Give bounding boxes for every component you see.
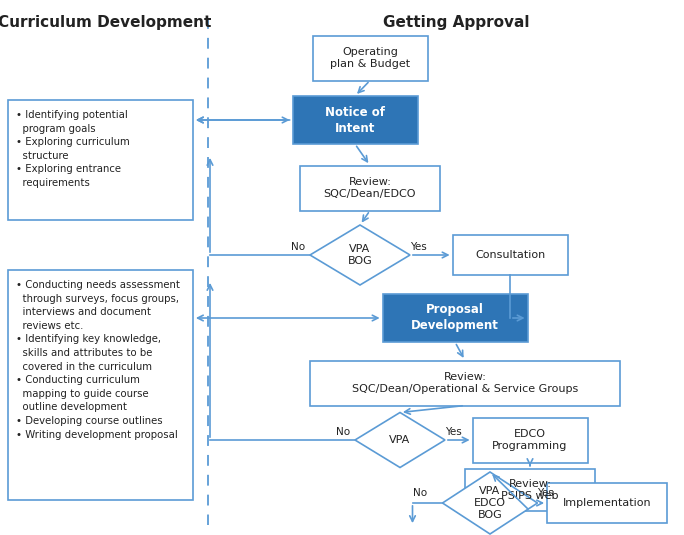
Text: • Conducting needs assessment
  through surveys, focus groups,
  interviews and : • Conducting needs assessment through su… xyxy=(16,280,180,440)
Bar xyxy=(8,270,193,500)
Bar xyxy=(382,294,527,342)
Bar xyxy=(547,483,667,523)
Polygon shape xyxy=(310,225,410,285)
Text: No: No xyxy=(336,427,350,437)
Polygon shape xyxy=(355,412,445,468)
Bar xyxy=(473,417,588,462)
Text: Implementation: Implementation xyxy=(563,498,651,508)
Text: Getting Approval: Getting Approval xyxy=(383,14,529,29)
Bar xyxy=(313,35,428,80)
Bar xyxy=(310,361,620,406)
Text: No: No xyxy=(413,488,428,498)
Text: VPA: VPA xyxy=(389,435,410,445)
Text: No: No xyxy=(291,242,305,252)
Text: Curriculum Development: Curriculum Development xyxy=(0,14,211,29)
Bar xyxy=(300,165,440,210)
Text: Consultation: Consultation xyxy=(475,250,545,260)
Text: Yes: Yes xyxy=(537,488,554,498)
Bar xyxy=(293,96,417,144)
Text: VPA
EDCO
BOG: VPA EDCO BOG xyxy=(474,486,506,521)
Text: Review:
SQC/Dean/EDCO: Review: SQC/Dean/EDCO xyxy=(324,177,417,199)
Text: Review:
SQC/Dean/Operational & Service Groups: Review: SQC/Dean/Operational & Service G… xyxy=(352,372,578,394)
Text: Review:
PSIPS web: Review: PSIPS web xyxy=(501,479,559,501)
Polygon shape xyxy=(443,472,538,534)
Text: Notice of
Intent: Notice of Intent xyxy=(325,105,385,134)
Text: Yes: Yes xyxy=(445,427,462,437)
Text: Proposal
Development: Proposal Development xyxy=(411,303,499,332)
Text: Operating
plan & Budget: Operating plan & Budget xyxy=(330,47,410,69)
Text: EDCO
Programming: EDCO Programming xyxy=(492,429,568,451)
Bar xyxy=(465,469,595,511)
Bar xyxy=(8,100,193,220)
Bar xyxy=(453,235,568,275)
Text: VPA
BOG: VPA BOG xyxy=(347,244,372,266)
Text: Yes: Yes xyxy=(410,242,426,252)
Text: • Identifying potential
  program goals
• Exploring curriculum
  structure
• Exp: • Identifying potential program goals • … xyxy=(16,110,130,188)
